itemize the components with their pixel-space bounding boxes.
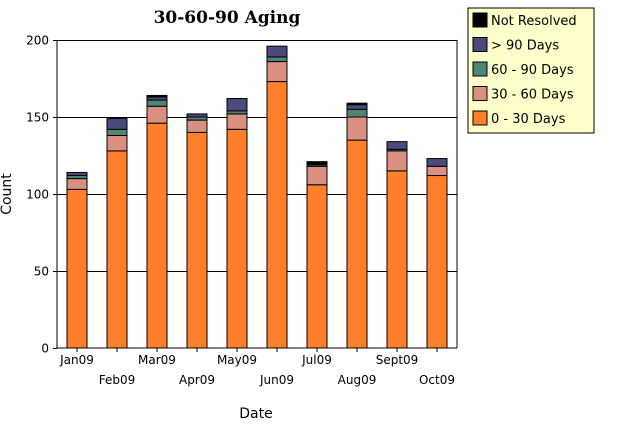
bar-segment [226,113,248,130]
bar-segment [106,134,128,152]
bar-segment [66,178,88,190]
legend-label: 60 - 90 Days [491,63,574,78]
x-tick-label: Mar09 [138,353,176,367]
bar-segment [186,119,208,133]
bar-segment [146,94,168,98]
legend-swatch [472,110,488,126]
x-tick-label: Aug09 [338,373,377,387]
x-tick-label: Jun09 [259,373,294,387]
bar-segment [386,150,408,172]
bar-segment [266,56,288,63]
chart-title: 30-60-90 Aging [154,8,301,28]
legend-label: Not Resolved [491,14,577,29]
bar-segment [266,61,288,83]
y-tick-label: 50 [34,265,49,279]
bar-segment [106,150,128,349]
y-ticks: 0 50 100 150 200 [26,34,57,356]
x-tick-label: Jan09 [59,353,94,367]
bar-segment [66,171,88,177]
bar-segment [306,161,328,166]
bar-segment [426,158,448,167]
bar-segment [426,175,448,349]
bar-segment [226,98,248,112]
bar-segment [346,116,368,141]
bar-segment [346,104,368,110]
bar-segment [146,99,168,107]
x-tick-label: Oct09 [419,373,455,387]
bar-segment [146,122,168,349]
bar-segment [306,184,328,349]
bar-segment [386,141,408,150]
legend-label: 30 - 60 Days [491,88,574,103]
bar-segment [146,105,168,124]
bar-segment [106,118,128,130]
x-tick-label: Sept09 [376,353,419,367]
x-tick-label: May09 [217,353,257,367]
bar-segment [106,128,128,136]
y-axis-label: Count [0,173,15,215]
x-axis-label: Date [239,406,272,422]
bar-segment [266,45,288,58]
y-tick-label: 0 [41,342,49,356]
bar-segment [266,81,288,349]
bar-segment [186,131,208,349]
bar-segment [386,170,408,349]
legend-label: > 90 Days [491,39,559,54]
y-tick-label: 100 [26,188,49,202]
x-tick-label: Jul09 [301,353,332,367]
x-tick-label: Apr09 [179,373,215,387]
y-tick-label: 150 [26,111,49,125]
bar-segment [346,108,368,118]
legend-box [467,7,595,134]
legend: Not Resolved > 90 Days 60 - 90 Days 30 - 60… [467,7,595,134]
bar-segment [346,102,368,106]
legend-label: 0 - 30 Days [491,112,566,127]
bars [66,45,448,349]
bar-segment [426,165,448,177]
bar-segment [186,113,208,118]
bar-segment [306,165,328,186]
legend-swatch [472,12,488,28]
legend-swatch [472,61,488,77]
y-tick-label: 200 [26,34,49,48]
bar-segment [346,139,368,349]
bar-segment [66,188,88,349]
bar-segment [226,128,248,349]
legend-swatch [472,86,488,101]
legend-swatch [472,37,488,52]
x-tick-label: Feb09 [99,373,136,387]
